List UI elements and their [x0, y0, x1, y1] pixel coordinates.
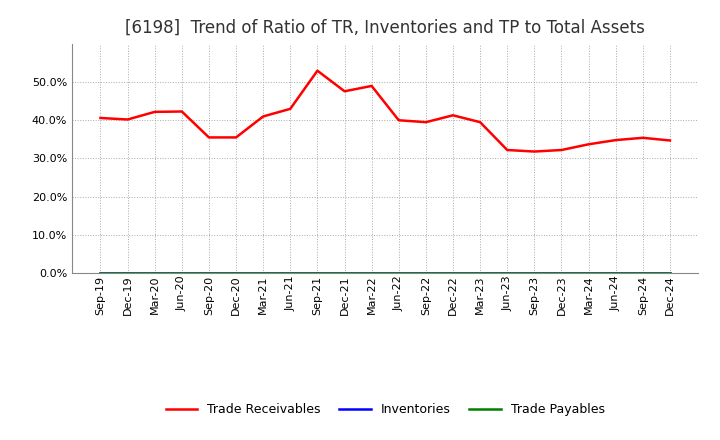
Inventories [557, 270, 566, 275]
Inventories [395, 270, 403, 275]
Trade Receivables [313, 68, 322, 73]
Trade Payables [395, 270, 403, 275]
Trade Payables [449, 270, 457, 275]
Inventories [96, 270, 105, 275]
Inventories [232, 270, 240, 275]
Inventories [639, 270, 647, 275]
Trade Receivables [449, 113, 457, 118]
Trade Receivables [232, 135, 240, 140]
Trade Payables [557, 270, 566, 275]
Trade Receivables [584, 142, 593, 147]
Inventories [584, 270, 593, 275]
Inventories [530, 270, 539, 275]
Legend: Trade Receivables, Inventories, Trade Payables: Trade Receivables, Inventories, Trade Pa… [161, 398, 610, 421]
Trade Receivables [259, 114, 268, 119]
Inventories [204, 270, 213, 275]
Trade Receivables [476, 120, 485, 125]
Trade Receivables [286, 106, 294, 111]
Trade Payables [286, 270, 294, 275]
Inventories [367, 270, 376, 275]
Trade Receivables [96, 115, 105, 121]
Inventories [421, 270, 430, 275]
Trade Payables [530, 270, 539, 275]
Trade Receivables [530, 149, 539, 154]
Trade Payables [178, 270, 186, 275]
Inventories [341, 270, 349, 275]
Trade Receivables [639, 135, 647, 140]
Trade Payables [96, 270, 105, 275]
Inventories [178, 270, 186, 275]
Trade Payables [150, 270, 159, 275]
Trade Receivables [611, 137, 620, 143]
Trade Payables [123, 270, 132, 275]
Trade Payables [611, 270, 620, 275]
Trade Receivables [178, 109, 186, 114]
Trade Payables [584, 270, 593, 275]
Trade Payables [476, 270, 485, 275]
Inventories [150, 270, 159, 275]
Trade Receivables [395, 117, 403, 123]
Trade Payables [639, 270, 647, 275]
Inventories [665, 270, 674, 275]
Trade Payables [204, 270, 213, 275]
Title: [6198]  Trend of Ratio of TR, Inventories and TP to Total Assets: [6198] Trend of Ratio of TR, Inventories… [125, 19, 645, 37]
Trade Receivables [557, 147, 566, 153]
Trade Receivables [204, 135, 213, 140]
Trade Receivables [123, 117, 132, 122]
Trade Payables [341, 270, 349, 275]
Trade Payables [367, 270, 376, 275]
Inventories [313, 270, 322, 275]
Trade Receivables [367, 83, 376, 88]
Trade Payables [503, 270, 511, 275]
Inventories [449, 270, 457, 275]
Line: Trade Receivables: Trade Receivables [101, 71, 670, 151]
Trade Payables [421, 270, 430, 275]
Inventories [611, 270, 620, 275]
Trade Receivables [503, 147, 511, 153]
Inventories [286, 270, 294, 275]
Trade Receivables [421, 120, 430, 125]
Trade Receivables [150, 109, 159, 114]
Inventories [476, 270, 485, 275]
Trade Receivables [665, 138, 674, 143]
Trade Payables [665, 270, 674, 275]
Inventories [259, 270, 268, 275]
Inventories [503, 270, 511, 275]
Trade Payables [259, 270, 268, 275]
Trade Payables [232, 270, 240, 275]
Trade Receivables [341, 88, 349, 94]
Inventories [123, 270, 132, 275]
Trade Payables [313, 270, 322, 275]
